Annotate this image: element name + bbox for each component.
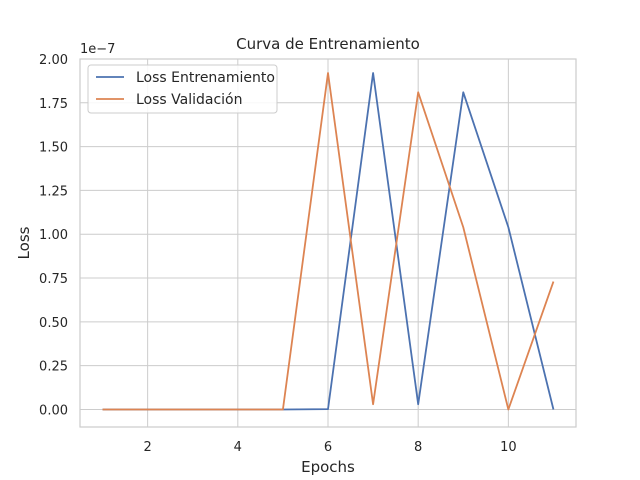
y-tick-label: 1.00: [39, 228, 68, 243]
legend-label-series-1: Loss Entrenamiento: [136, 70, 275, 86]
x-tick-label: 2: [143, 440, 151, 455]
x-tick-label: 10: [500, 440, 517, 455]
series-line-2: [102, 72, 555, 411]
x-tick-label: 6: [324, 440, 332, 455]
series-layer: [102, 72, 555, 411]
x-tick-label: 8: [414, 440, 422, 455]
legend-label-series-2: Loss Validación: [136, 92, 243, 108]
y-tick-label: 0.00: [39, 403, 68, 418]
y-tick-label: 0.50: [39, 316, 68, 331]
y-axis-label: Loss: [15, 226, 33, 259]
legend: Loss Entrenamiento Loss Validación: [87, 64, 278, 114]
plot-frame: [79, 58, 577, 428]
y-tick-labels: 0.00 0.25 0.50 0.75 1.00 1.25 1.50 1.75 2.00: [39, 53, 68, 418]
y-tick-label: 2.00: [39, 53, 68, 68]
x-axis-label: Epochs: [301, 458, 355, 476]
chart-title: Curva de Entrenamiento: [236, 35, 420, 53]
y-tick-label: 1.50: [39, 141, 68, 156]
y-tick-label: 1.75: [39, 97, 68, 112]
y-tick-label: 1.25: [39, 184, 68, 199]
legend-box: [87, 64, 278, 114]
y-tick-label: 0.75: [39, 272, 68, 287]
x-tick-labels: 2 4 6 8 10: [143, 440, 516, 455]
x-tick-label: 4: [234, 440, 242, 455]
y-tick-label: 0.25: [39, 360, 68, 375]
y-axis-multiplier: 1e−7: [80, 42, 115, 57]
